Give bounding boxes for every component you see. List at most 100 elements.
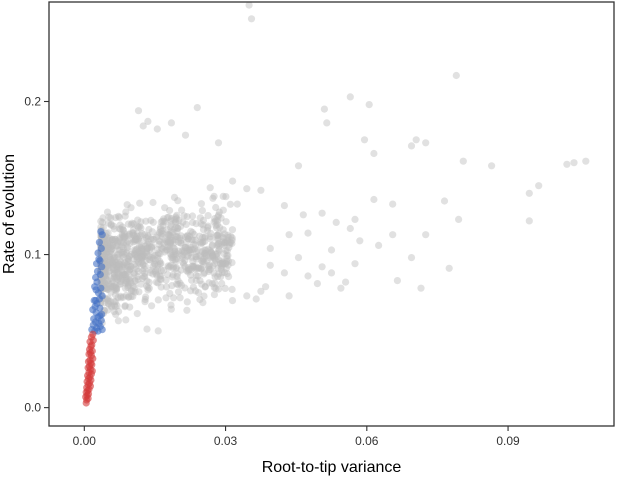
cloud-point — [105, 253, 113, 261]
cloud-point — [110, 254, 118, 262]
cloud-point — [201, 283, 209, 291]
cloud-point — [225, 239, 233, 247]
cloud-point — [211, 215, 219, 223]
cloud-point — [190, 230, 198, 239]
cloud-point — [210, 291, 218, 299]
cloud-point — [113, 302, 121, 310]
cloud-point — [112, 274, 120, 282]
cloud-point — [107, 280, 116, 288]
cloud-point — [122, 316, 130, 324]
y-axis-title: Rate of evolution — [1, 154, 18, 274]
data-point — [417, 284, 425, 292]
cloud-point — [207, 235, 215, 243]
cloud-point — [167, 236, 175, 244]
cloud-point — [159, 221, 167, 229]
cloud-point — [105, 258, 113, 267]
cloud-point — [123, 261, 131, 269]
cloud-point — [211, 273, 219, 281]
cloud-point — [169, 228, 177, 237]
cloud-point — [137, 280, 145, 288]
cloud-point — [198, 257, 206, 265]
data-point — [389, 200, 397, 208]
cloud-point — [177, 266, 185, 274]
data-point — [525, 189, 533, 197]
cloud-point — [104, 299, 112, 308]
cloud-point — [224, 231, 232, 239]
data-point — [214, 139, 223, 147]
cloud-point — [109, 242, 117, 250]
cloud-point — [127, 221, 135, 229]
cloud-point — [102, 270, 110, 278]
cloud-point — [136, 223, 144, 231]
cloud-point — [147, 216, 155, 224]
cloud-point — [185, 246, 193, 254]
data-point — [360, 136, 369, 144]
cloud-point — [218, 257, 226, 265]
x-axis-title: Root-to-tip variance — [262, 459, 402, 476]
cloud-point — [177, 239, 185, 247]
cloud-point — [209, 194, 217, 202]
cloud-point — [127, 293, 135, 301]
cloud-point — [208, 241, 216, 249]
data-point — [327, 269, 336, 277]
cloud-point — [102, 270, 110, 278]
cloud-point — [119, 241, 128, 249]
cloud-point — [118, 243, 126, 251]
cloud-point — [154, 251, 162, 259]
cloud-point — [113, 266, 121, 274]
data-point — [153, 125, 161, 133]
cloud-point — [186, 249, 194, 257]
cloud-point — [157, 266, 165, 274]
cloud-point — [181, 256, 189, 264]
cloud-point — [162, 294, 170, 302]
data-point — [332, 218, 340, 226]
cloud-point — [119, 270, 128, 278]
cloud-point — [173, 211, 181, 219]
cloud-point — [180, 212, 188, 220]
cloud-point — [166, 239, 174, 247]
data-point — [82, 399, 90, 407]
cloud-point — [187, 271, 195, 279]
cloud-point — [205, 263, 213, 272]
cloud-point — [167, 238, 175, 246]
cloud-point — [124, 232, 132, 240]
cloud-point — [221, 260, 230, 268]
data-point — [94, 249, 102, 257]
cloud-point — [220, 241, 228, 249]
cloud-point — [206, 233, 214, 241]
cloud-point — [160, 266, 168, 274]
data-point — [445, 264, 453, 272]
cloud-point — [110, 281, 118, 289]
cloud-point — [227, 238, 235, 247]
cloud-point — [108, 259, 116, 267]
data-point — [97, 284, 105, 292]
cloud-point — [224, 261, 232, 269]
cloud-point — [189, 257, 197, 265]
cloud-point — [106, 267, 114, 275]
cloud-point — [141, 252, 149, 260]
cloud-point — [169, 253, 177, 261]
cloud-point — [182, 243, 190, 251]
cloud-point — [122, 276, 130, 284]
cloud-point — [184, 231, 192, 239]
cloud-point — [213, 232, 221, 240]
cloud-point — [221, 284, 229, 292]
cloud-point — [127, 279, 135, 287]
cloud-point — [116, 246, 124, 254]
cloud-point — [142, 248, 150, 256]
data-point — [266, 244, 274, 252]
cloud-point — [177, 236, 185, 244]
cloud-point — [106, 253, 114, 261]
cloud-point — [114, 317, 122, 325]
cloud-point — [138, 254, 146, 262]
cloud-point — [117, 238, 125, 246]
cloud-point — [140, 272, 148, 280]
cloud-point — [114, 212, 123, 220]
cloud-point — [214, 234, 222, 242]
cloud-point — [137, 248, 146, 256]
cloud-point — [164, 230, 172, 238]
cloud-point — [135, 242, 143, 250]
cloud-point — [209, 253, 217, 261]
cloud-point — [212, 224, 221, 232]
cloud-point — [103, 283, 111, 292]
